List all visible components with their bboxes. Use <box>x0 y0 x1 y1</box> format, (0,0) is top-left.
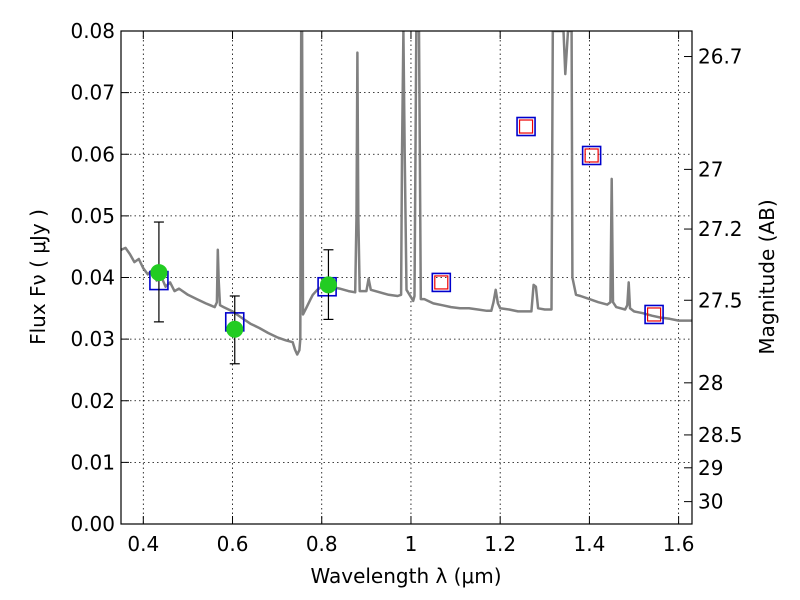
mag-tick-label: 27 <box>698 157 723 181</box>
x-tick-label: 0.8 <box>306 532 338 556</box>
y-tick-label: 0.08 <box>70 19 115 43</box>
mag-tick-label: 28 <box>698 371 723 395</box>
x-tick-label: 1 <box>405 532 418 556</box>
mag-tick-label: 30 <box>698 490 723 514</box>
observed-limit-square <box>646 307 662 322</box>
mag-tick-label: 28.5 <box>698 423 743 447</box>
mag-tick-label: 27.5 <box>698 288 743 312</box>
observed-limit-square <box>434 275 449 290</box>
y-tick-label: 0.02 <box>70 389 115 413</box>
model-photometry-square <box>581 145 602 166</box>
series-layer <box>121 31 692 365</box>
x-tick-label: 0.4 <box>127 532 159 556</box>
ticks <box>121 30 692 525</box>
y-tick-label: 0.07 <box>70 81 115 105</box>
y-tick-label: 0.00 <box>70 512 115 536</box>
y-tick-label: 0.06 <box>70 142 115 166</box>
x-tick-label: 1.4 <box>573 532 605 556</box>
y-tick-label: 0.01 <box>70 450 115 474</box>
right-axis-title: Magnitude (AB) <box>755 199 779 354</box>
y-tick-label: 0.03 <box>70 327 115 351</box>
mag-tick-label: 26.7 <box>698 45 743 69</box>
observed-photometry-point <box>226 320 244 338</box>
mag-tick-label: 29 <box>698 456 723 480</box>
observed-photometry-point <box>150 264 168 282</box>
x-tick-label: 1.2 <box>484 532 516 556</box>
x-tick-label: 0.6 <box>217 532 249 556</box>
model-photometry-square <box>644 304 664 325</box>
x-axis-title: Wavelength λ (μm) <box>310 564 501 588</box>
observed-limit-square <box>518 119 534 134</box>
spectrum-line <box>121 31 692 356</box>
y-tick-label: 0.04 <box>70 266 115 290</box>
observed-photometry-point <box>319 276 337 294</box>
model-photometry-square <box>431 272 452 293</box>
tick-labels: 0.4 0.6 0.8 1 1.2 1.4 1.6 0.00 0.01 0.02 0.03 0.04 0… <box>70 19 742 556</box>
y-axis-title: Flux Fν ( μJy ) <box>26 209 50 345</box>
observed-limit-square <box>584 148 599 163</box>
x-tick-label: 1.6 <box>663 532 695 556</box>
mag-tick-label: 27.2 <box>698 217 743 241</box>
model-photometry-square <box>516 116 536 137</box>
y-tick-label: 0.05 <box>70 204 115 228</box>
